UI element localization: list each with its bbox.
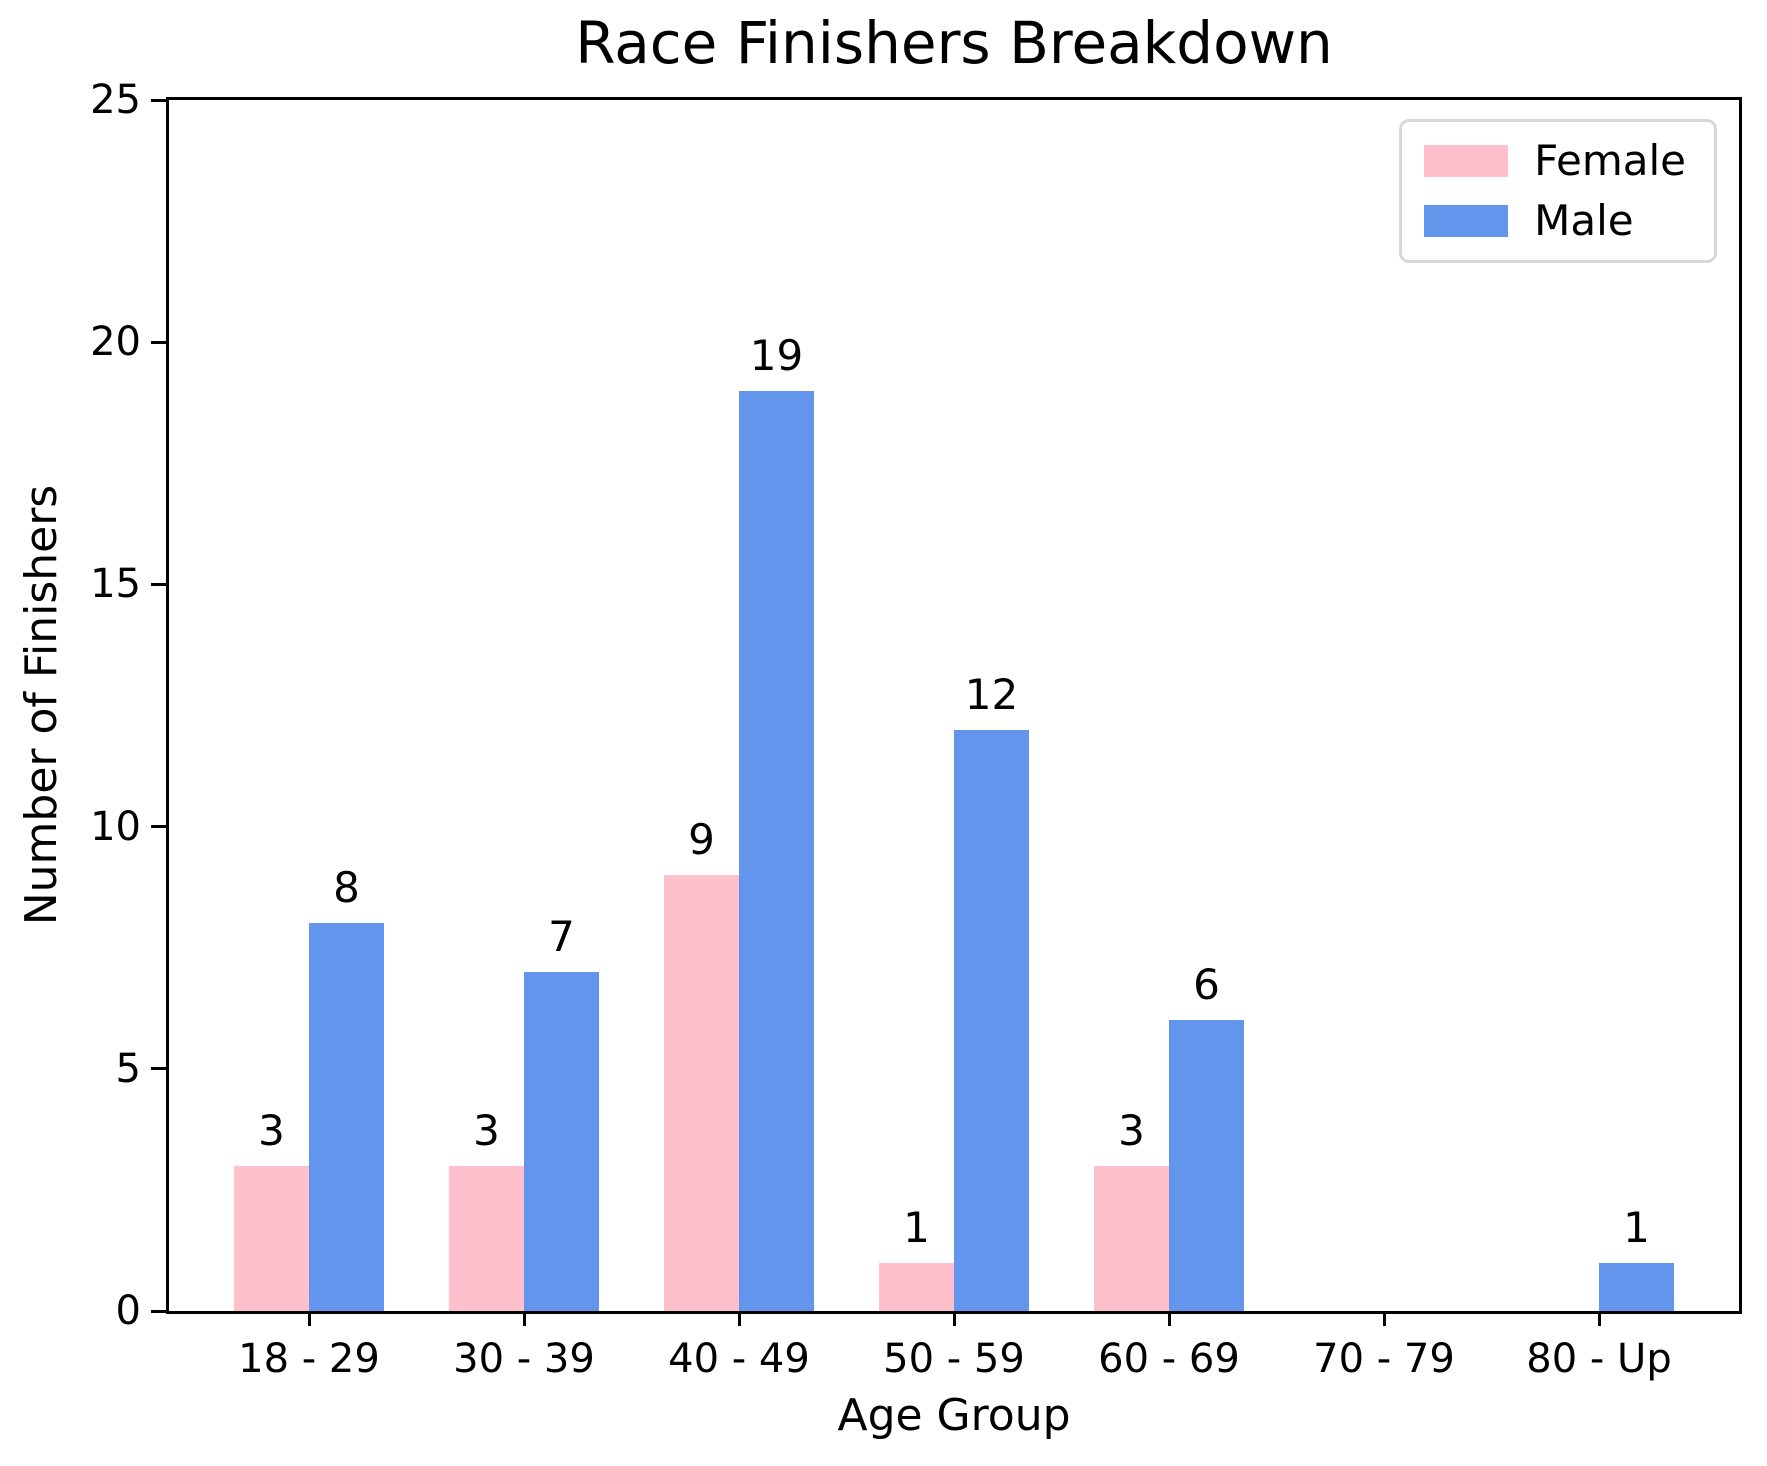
bar-value-label-male-0: 8 <box>333 863 360 913</box>
x-tick <box>1167 1311 1171 1326</box>
y-tick-label: 0 <box>115 1288 141 1334</box>
legend-label-female: Female <box>1534 136 1686 185</box>
y-tick-label: 15 <box>90 561 141 608</box>
bar-value-label-male-4: 6 <box>1193 960 1220 1010</box>
x-tick-label: 60 - 69 <box>1098 1336 1240 1382</box>
bar-female-1 <box>449 1165 524 1311</box>
x-tick-label: 80 - Up <box>1526 1336 1672 1382</box>
x-tick <box>522 1311 526 1326</box>
y-tick-label: 25 <box>90 77 141 123</box>
legend-item-female: Female <box>1424 140 1686 182</box>
y-tick-label: 10 <box>90 803 141 850</box>
legend-label-male: Male <box>1534 196 1634 245</box>
bar-value-label-male-3: 12 <box>964 669 1019 719</box>
x-tick-label: 18 - 29 <box>238 1336 380 1382</box>
bar-value-label-male-6: 1 <box>1623 1202 1650 1252</box>
bar-male-1 <box>524 971 599 1311</box>
bar-value-label-female-4: 3 <box>1118 1105 1145 1155</box>
legend: Female Male <box>1399 119 1717 263</box>
x-tick-label: 70 - 79 <box>1313 1336 1455 1382</box>
legend-item-male: Male <box>1424 200 1686 242</box>
x-tick <box>737 1311 741 1326</box>
x-tick-label: 40 - 49 <box>668 1336 810 1382</box>
x-tick-label: 50 - 59 <box>883 1336 1025 1382</box>
bar-male-0 <box>309 923 384 1311</box>
bar-value-label-male-2: 19 <box>749 330 804 380</box>
bar-male-4 <box>1169 1020 1244 1311</box>
bar-value-label-female-3: 1 <box>903 1202 930 1252</box>
bar-female-4 <box>1094 1165 1169 1311</box>
bar-male-3 <box>954 729 1029 1311</box>
y-tick <box>151 340 166 344</box>
x-tick <box>1382 1311 1386 1326</box>
x-axis-label: Age Group <box>837 1390 1071 1441</box>
y-tick-label: 5 <box>115 1045 141 1092</box>
x-tick <box>307 1311 311 1326</box>
y-axis-label: Number of Finishers <box>15 484 67 926</box>
bar-male-2 <box>739 390 814 1311</box>
bar-female-3 <box>879 1262 954 1311</box>
bar-value-label-female-1: 3 <box>473 1105 500 1155</box>
x-tick-label: 30 - 39 <box>453 1336 595 1382</box>
y-tick <box>151 825 166 829</box>
y-tick <box>151 582 166 586</box>
plot-area: Female Male 0 5 10 15 20 25 18 - 29 30 - 39 40 -… <box>90 77 1742 1381</box>
y-tick <box>151 98 166 102</box>
y-tick <box>151 1067 166 1071</box>
legend-swatch-female <box>1424 145 1509 177</box>
y-tick-label: 20 <box>90 319 141 366</box>
bar-value-label-female-0: 3 <box>258 1105 285 1155</box>
x-tick <box>952 1311 956 1326</box>
legend-swatch-male <box>1424 205 1509 237</box>
bar-value-label-female-2: 9 <box>688 815 715 865</box>
chart-title: Race Finishers Breakdown <box>575 9 1333 77</box>
bar-female-2 <box>664 875 739 1311</box>
bar-female-0 <box>234 1165 309 1311</box>
y-tick <box>151 1309 166 1313</box>
bar-value-label-male-1: 7 <box>548 911 575 961</box>
bar-male-6 <box>1599 1262 1674 1311</box>
x-tick <box>1597 1311 1601 1326</box>
